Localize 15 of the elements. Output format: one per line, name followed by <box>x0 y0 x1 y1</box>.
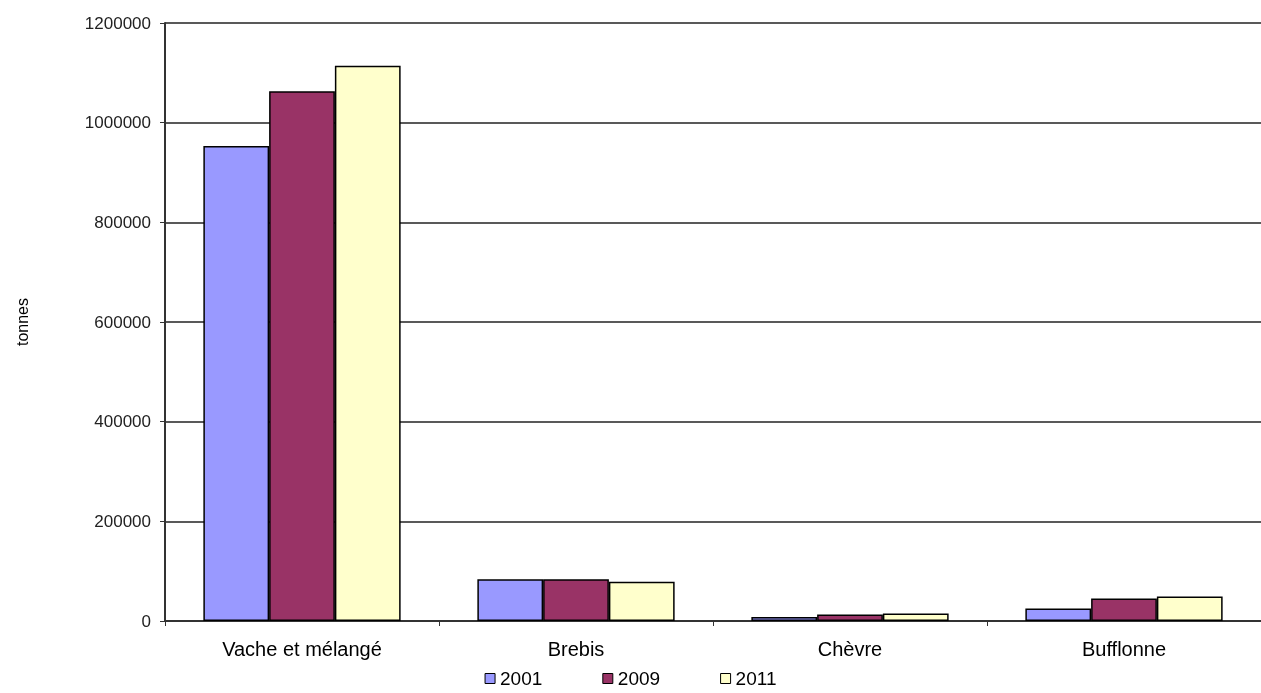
x-tick-label: Brebis <box>547 638 605 660</box>
y-tick-label: 400000 <box>94 412 151 432</box>
y-tick-label: 1200000 <box>84 13 151 33</box>
y-tick-label: 200000 <box>94 511 151 531</box>
x-tick-label: Chèvre <box>817 638 883 660</box>
legend-label: 2001 <box>500 668 543 689</box>
legend-label: 2009 <box>617 668 661 689</box>
x-tick-label: Vache et mélangé <box>222 638 382 660</box>
y-tick-label: 0 <box>141 611 151 631</box>
y-tick-label: 800000 <box>94 212 151 232</box>
y-tick-label: 600000 <box>94 312 151 332</box>
y-axis-title: tonnes <box>13 297 31 347</box>
x-tick-label: Bufflonne <box>1081 638 1167 660</box>
y-tick-label: 1000000 <box>84 113 151 133</box>
legend-label: 2011 <box>735 668 777 689</box>
